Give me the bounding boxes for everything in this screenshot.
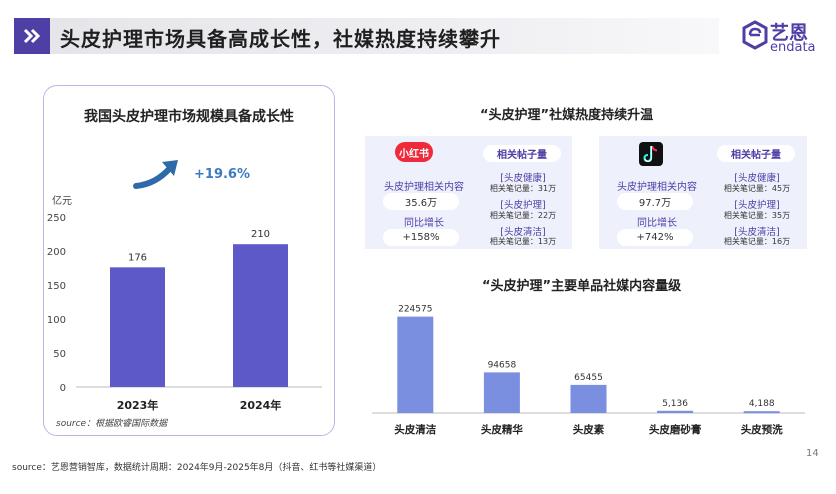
xhs-posts-header: 相关帖子量	[483, 145, 561, 162]
x-tick-label: 头皮精华	[481, 423, 523, 436]
dy-growth-label: 同比增长	[637, 218, 677, 229]
y-axis-unit: 亿元	[52, 196, 72, 207]
growth-arrow-icon	[133, 160, 178, 189]
bar-value-label: 176	[128, 252, 147, 263]
x-tick-label: 头皮预洗	[741, 423, 783, 436]
y-tick-label: 200	[47, 247, 66, 258]
dy-growth-value: +742%	[617, 229, 693, 246]
douyin-panel: 头皮护理相关内容 97.7万 同比增长 +742% 相关帖子量 [头皮健康] 相…	[599, 136, 807, 249]
product-volume-title: “头皮护理”主要单品社媒内容量级	[482, 279, 682, 294]
y-tick-label: 50	[53, 349, 66, 360]
bar-头皮磨砂膏	[657, 410, 694, 413]
bar-头皮精华	[483, 372, 520, 413]
xhs-content-label: 头皮护理相关内容	[384, 182, 464, 193]
bar-value-label: 210	[251, 229, 270, 240]
x-tick-label: 头皮清洁	[394, 423, 436, 436]
y-tick-label: 250	[47, 213, 66, 224]
dy-count-1: 相关笔记量：45万	[723, 184, 791, 193]
xiaohongshu-panel: 小红书 头皮护理相关内容 35.6万 同比增长 +158% 相关帖子量 [头皮健…	[365, 136, 572, 249]
xhs-content-value: 35.6万	[383, 193, 459, 210]
x-tick-label: 2024年	[240, 398, 282, 412]
bar-2023年	[110, 267, 165, 387]
bar-value-label: 65455	[574, 373, 603, 383]
double-chevron-icon	[14, 18, 50, 54]
dy-count-2: 相关笔记量：35万	[723, 211, 791, 220]
xhs-growth-value: +158%	[383, 229, 459, 246]
bar-头皮预洗	[743, 411, 780, 414]
xhs-tag-3: [头皮清洁]	[500, 227, 546, 238]
dy-content-value: 97.7万	[617, 193, 693, 210]
xhs-count-2: 相关笔记量：22万	[489, 211, 557, 220]
bar-value-label: 94658	[488, 360, 517, 370]
footer-source: source：艺恩营销智库，数据统计周期：2024年9月-2025年8月（抖音、…	[12, 463, 382, 473]
x-tick-label: 头皮磨砂膏	[649, 423, 702, 436]
xhs-growth-label: 同比增长	[404, 218, 444, 229]
dy-tag-2: [头皮护理]	[734, 200, 780, 211]
xhs-tag-1: [头皮健康]	[500, 173, 546, 184]
bar-value-label: 5,136	[662, 399, 688, 409]
endata-logo-icon	[742, 20, 768, 50]
xhs-tag-2: [头皮护理]	[500, 200, 546, 211]
product-volume-chart: 224575 头皮清洁 94658 头皮精华 65455 头皮素 5,136 头皮磨砂膏 4,1…	[372, 305, 805, 436]
xhs-count-1: 相关笔记量：31万	[489, 184, 557, 193]
y-tick-label: 0	[60, 383, 66, 394]
market-size-title: 我国头皮护理市场规模具备成长性	[84, 109, 294, 125]
y-tick-label: 100	[47, 315, 66, 326]
y-tick-label: 150	[47, 281, 66, 292]
xhs-count-3: 相关笔记量：13万	[489, 237, 557, 246]
x-tick-label: 头皮素	[573, 423, 605, 436]
dy-tag-1: [头皮健康]	[734, 173, 780, 184]
bar-value-label: 4,188	[749, 399, 775, 409]
bar-头皮素	[570, 384, 607, 413]
dy-posts-header: 相关帖子量	[717, 145, 795, 162]
x-tick-label: 2023年	[117, 398, 159, 412]
page-title: 头皮护理市场具备高成长性，社媒热度持续攀升	[60, 27, 501, 51]
brand-logo: 艺恩 endata	[742, 20, 826, 56]
market-size-chart: 0 50 100 150 200 250 176 2023年 210 2024年	[47, 213, 322, 412]
page-number: 14	[806, 448, 819, 459]
social-heat-title: “头皮护理”社媒热度持续升温	[480, 108, 654, 123]
chart-source: source：根据欧睿国际数据	[56, 419, 168, 429]
bar-2024年	[233, 244, 288, 387]
header-bar: 头皮护理市场具备高成长性，社媒热度持续攀升	[14, 18, 719, 54]
bar-头皮清洁	[397, 316, 434, 413]
xiaohongshu-logo-icon: 小红书	[395, 142, 433, 162]
brand-name-en: endata	[770, 40, 816, 55]
dy-tag-3: [头皮清洁]	[734, 227, 780, 238]
douyin-logo-icon	[639, 142, 663, 166]
brand-name-cn: 艺恩	[770, 22, 809, 44]
market-size-card: 我国头皮护理市场规模具备成长性 +19.6% 亿元 0 50 100 150 200 25…	[43, 85, 335, 436]
dy-count-3: 相关笔记量：16万	[723, 237, 791, 246]
growth-rate: +19.6%	[194, 167, 250, 182]
dy-content-label: 头皮护理相关内容	[617, 182, 697, 193]
bar-value-label: 224575	[398, 305, 432, 315]
